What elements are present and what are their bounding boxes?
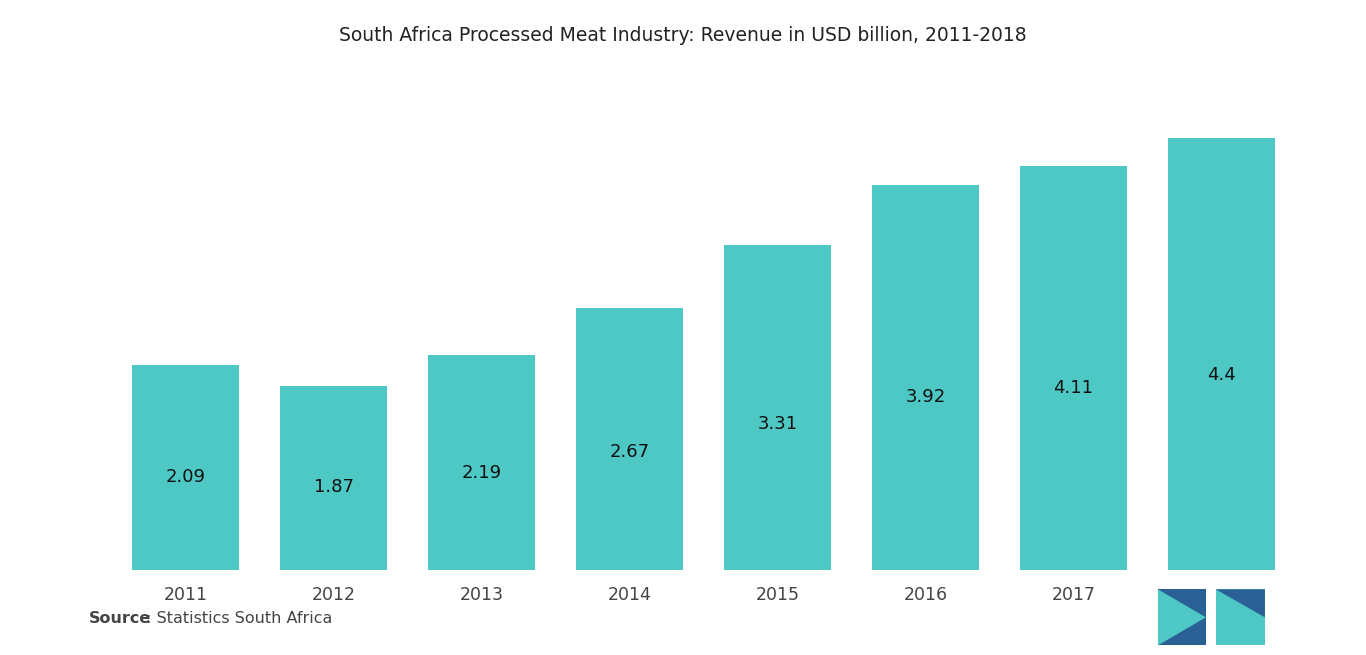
- Text: 2.09: 2.09: [165, 468, 205, 487]
- Polygon shape: [1216, 590, 1265, 617]
- Text: 1.87: 1.87: [314, 478, 354, 496]
- Text: 2.19: 2.19: [462, 464, 501, 482]
- Bar: [428, 355, 534, 570]
- Text: 2.67: 2.67: [609, 443, 650, 461]
- Text: 4.4: 4.4: [1208, 366, 1236, 384]
- Bar: [873, 185, 979, 570]
- Text: 3.92: 3.92: [906, 388, 945, 405]
- Bar: [576, 308, 683, 570]
- Bar: [280, 386, 387, 570]
- Bar: [133, 365, 239, 570]
- Text: 4.11: 4.11: [1053, 379, 1093, 397]
- Polygon shape: [1158, 590, 1206, 645]
- Bar: [1020, 166, 1127, 570]
- Text: Source: Source: [89, 610, 152, 626]
- Polygon shape: [1216, 590, 1265, 645]
- Text: 3.31: 3.31: [757, 415, 798, 432]
- Bar: [724, 245, 831, 570]
- Bar: [1168, 138, 1274, 570]
- Text: South Africa Processed Meat Industry: Revenue in USD billion, 2011-2018: South Africa Processed Meat Industry: Re…: [339, 26, 1027, 45]
- Polygon shape: [1158, 590, 1206, 645]
- Text: : Statistics South Africa: : Statistics South Africa: [141, 610, 332, 626]
